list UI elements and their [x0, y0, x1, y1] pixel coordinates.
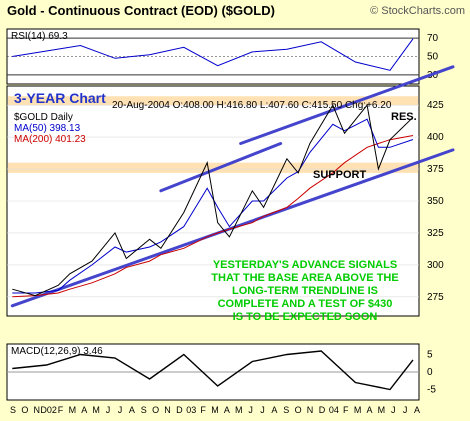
x-tick-label: N: [307, 405, 314, 415]
macd-label: MACD(12,26,9) 3.46: [11, 346, 103, 357]
x-tick-label: M: [235, 405, 243, 415]
support-band: [8, 162, 418, 173]
x-tick-label: S: [141, 405, 147, 415]
trendline: [159, 142, 283, 193]
price-tick-label: 350: [427, 196, 444, 207]
x-tick-label: A: [366, 405, 372, 415]
x-tick-label: A: [271, 405, 277, 415]
rsi-tick-label: 50: [427, 52, 439, 63]
x-tick-label: O: [21, 405, 28, 415]
commentary-line: COMPLETE AND A TEST OF $430: [218, 298, 393, 310]
x-tick-label: D: [319, 405, 326, 415]
x-tick-label: F: [58, 405, 64, 415]
x-tick-label: J: [118, 405, 123, 415]
price-tick-label: 400: [427, 132, 444, 143]
x-tick-label: N: [34, 405, 41, 415]
price-tick-label: 425: [427, 100, 444, 111]
legend-ma200: MA(200) 401.23: [14, 134, 86, 145]
legend-ma50: MA(50) 398.13: [14, 123, 81, 134]
x-tick-label: A: [224, 405, 230, 415]
rsi-tick-label: 70: [427, 33, 439, 44]
x-tick-label: M: [69, 405, 77, 415]
commentary-line: YESTERDAY'S ADVANCE SIGNALS: [213, 259, 397, 271]
support-label: SUPPORT: [313, 169, 366, 181]
x-tick-label: N: [164, 405, 171, 415]
x-tick-label: O: [152, 405, 159, 415]
x-tick-label: S: [283, 405, 289, 415]
price-tick-label: 375: [427, 164, 444, 175]
commentary-line: THAT THE BASE AREA ABOVE THE: [211, 272, 398, 284]
chart-period-label: 3-YEAR Chart: [14, 90, 106, 106]
x-tick-label: O: [295, 405, 302, 415]
x-tick-label: F: [200, 405, 206, 415]
x-tick-label: M: [378, 405, 386, 415]
trendline: [239, 65, 455, 145]
x-tick-label: J: [248, 405, 253, 415]
x-tick-label: J: [260, 405, 265, 415]
ma200-line: [12, 135, 414, 298]
x-tick-label: A: [414, 405, 420, 415]
commentary-line: LONG-TERM TRENDLINE IS: [232, 285, 378, 297]
macd-tick-label: -5: [427, 385, 436, 396]
symbol-label: $GOLD Daily: [14, 112, 73, 123]
price-tick-label: 325: [427, 228, 444, 239]
macd-tick-label: 0: [427, 367, 433, 378]
x-tick-label: F: [343, 405, 349, 415]
x-tick-label: A: [129, 405, 135, 415]
chart-title: Gold - Continuous Contract (EOD) ($GOLD): [7, 3, 275, 18]
commentary-box: YESTERDAY'S ADVANCE SIGNALS THAT THE BAS…: [211, 259, 398, 323]
price-tick-label: 300: [427, 260, 444, 271]
x-tick-label: 03: [186, 405, 196, 415]
resistance-label: RES.: [391, 111, 417, 123]
x-tick-label: D02: [40, 405, 57, 415]
macd-tick-label: 5: [427, 350, 433, 361]
rsi-line: [12, 38, 414, 71]
price-line: [12, 104, 414, 297]
x-tick-label: A: [81, 405, 87, 415]
x-tick-label: D: [176, 405, 183, 415]
rsi-label: RSI(14) 69.3: [11, 31, 68, 42]
x-tick-label: 04: [329, 405, 339, 415]
macd-line: [12, 350, 414, 391]
x-tick-label: M: [354, 405, 362, 415]
x-tick-label: M: [92, 405, 100, 415]
quote-line: 20-Aug-2004 O:408.00 H:416.80 L:407.60 C…: [112, 100, 392, 111]
x-tick-label: J: [403, 405, 408, 415]
price-tick-label: 275: [427, 292, 444, 303]
resistance-band: [8, 96, 418, 106]
x-tick-label: M: [211, 405, 219, 415]
x-tick-label: J: [106, 405, 111, 415]
commentary-line: IS TO BE EXPECTED SOON: [233, 311, 378, 323]
watermark: © StockCharts.com: [370, 5, 465, 17]
x-tick-label: J: [391, 405, 396, 415]
x-tick-label: S: [10, 405, 16, 415]
